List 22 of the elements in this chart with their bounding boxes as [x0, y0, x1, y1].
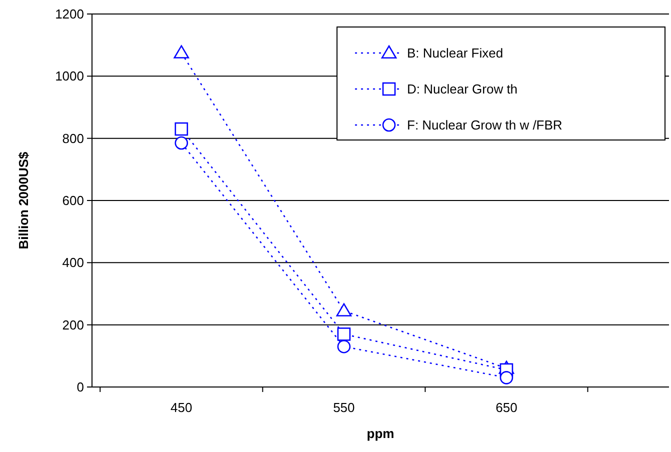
point [337, 340, 351, 354]
point [337, 328, 351, 341]
point [174, 136, 188, 150]
legend-label: F: Nuclear Grow th w /FBR [407, 118, 562, 133]
x-axis-title: ppm [366, 426, 394, 441]
point [174, 122, 188, 136]
y-tick-label: 1200 [55, 6, 84, 22]
point [174, 45, 190, 58]
x-tick-label: 550 [333, 400, 355, 415]
x-tick-label: 450 [170, 400, 192, 415]
y-tick-label: 0 [76, 380, 84, 395]
legend-label: B: Nuclear Fixed [407, 46, 504, 61]
point [336, 303, 352, 316]
y-tick-label: 600 [62, 193, 84, 208]
point [500, 371, 514, 384]
y-tick-label: 800 [62, 130, 84, 146]
x-tick-label: 650 [496, 400, 518, 415]
legend-label: D: Nuclear Grow th [407, 82, 518, 97]
y-axis-title: Billion 2000US$ [16, 150, 31, 250]
y-tick-label: 400 [62, 255, 84, 270]
y-tick-label: 200 [62, 317, 84, 332]
y-tick-label: 1000 [55, 68, 84, 84]
